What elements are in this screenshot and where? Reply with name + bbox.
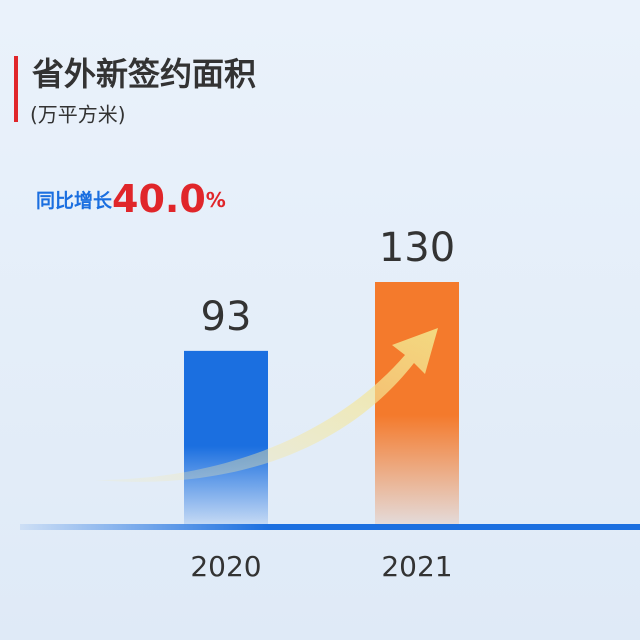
chart-subtitle: (万平方米) [30,103,126,127]
bars [184,282,459,524]
annotation-label: 同比增长 [36,189,113,212]
value-label: 130 [379,225,455,271]
title-accent [14,56,18,122]
baseline [20,524,640,530]
annotation-unit: % [206,188,226,212]
annotation: 同比增长40.0% [36,177,226,221]
annotation-value: 40.0 [112,177,206,221]
bar [184,350,268,524]
x-tick-label: 2021 [381,550,452,583]
bar [375,282,459,524]
x-tick-label: 2020 [190,550,261,583]
growth-arrow [95,328,438,482]
chart-title: 省外新签约面积 [32,55,256,93]
value-label: 93 [201,294,252,340]
